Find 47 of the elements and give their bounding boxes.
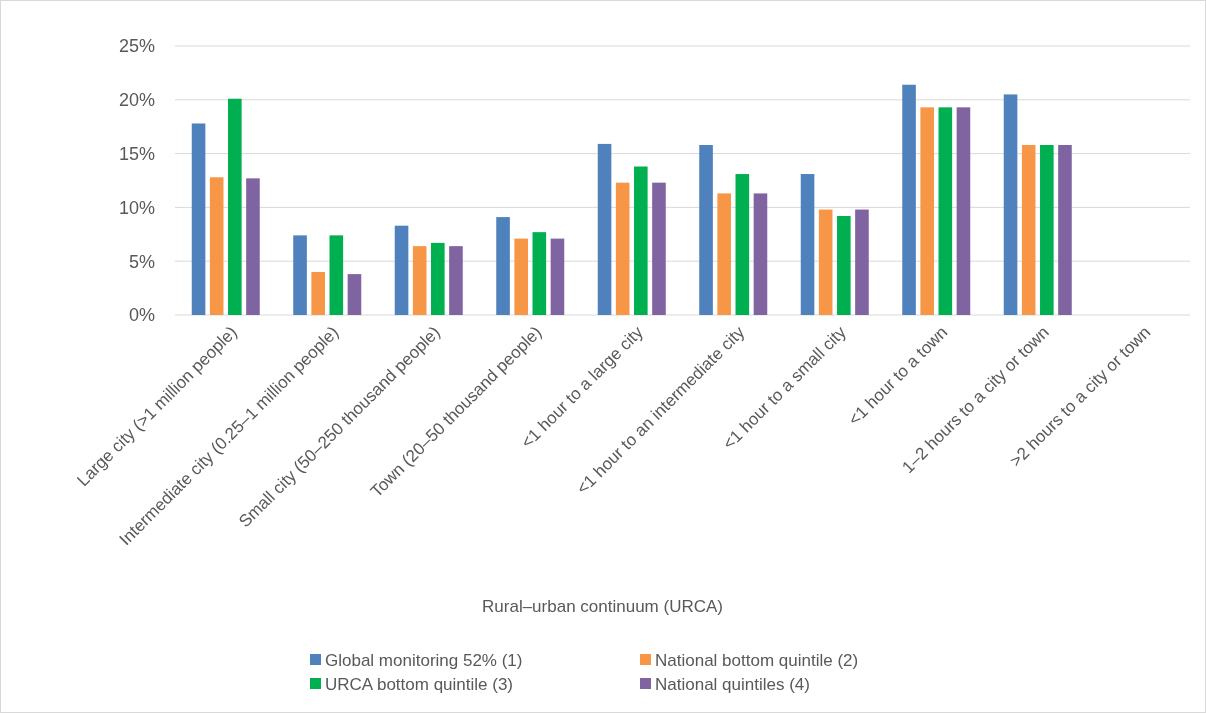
bar xyxy=(431,242,445,315)
bar xyxy=(717,193,731,315)
legend-label: National bottom quintile (2) xyxy=(655,650,859,670)
y-tick-label: 15% xyxy=(118,143,155,164)
y-tick-label: 25% xyxy=(118,36,155,57)
x-axis-title: Rural–urban continuum (URCA) xyxy=(482,597,723,616)
bar xyxy=(496,217,510,315)
bar xyxy=(956,107,971,315)
bar xyxy=(532,232,547,315)
bar xyxy=(902,84,916,315)
bar xyxy=(1021,144,1036,315)
legend-label: URCA bottom quintile (3) xyxy=(325,674,514,694)
bar xyxy=(855,209,869,315)
bar xyxy=(1040,144,1054,315)
bar xyxy=(1058,144,1072,315)
y-tick-label: 10% xyxy=(118,197,155,218)
bar xyxy=(449,246,463,315)
bar xyxy=(597,143,612,315)
bar xyxy=(394,225,409,315)
bar xyxy=(228,98,242,315)
bar xyxy=(347,274,362,315)
bar xyxy=(550,238,565,315)
bar xyxy=(246,178,260,315)
bar xyxy=(699,144,713,315)
y-tick-label: 0% xyxy=(128,305,155,326)
bar xyxy=(191,123,206,315)
bar xyxy=(920,107,934,315)
bar xyxy=(514,238,528,315)
bar xyxy=(311,271,325,315)
bar xyxy=(329,235,344,315)
bar xyxy=(209,177,224,315)
legend-label: National quintiles (4) xyxy=(655,674,810,694)
bar xyxy=(293,235,307,315)
legend-label: Global monitoring 52% (1) xyxy=(325,650,523,670)
bar xyxy=(652,182,666,315)
bar xyxy=(753,193,768,315)
bar xyxy=(1003,94,1018,315)
y-tick-label: 20% xyxy=(118,90,155,111)
y-tick-label: 5% xyxy=(128,251,155,272)
bar xyxy=(837,216,851,315)
bar xyxy=(938,107,953,315)
bar xyxy=(634,166,648,315)
bar xyxy=(735,174,750,315)
bar xyxy=(818,209,833,315)
bar xyxy=(800,174,815,315)
bar xyxy=(615,182,630,315)
bar xyxy=(412,246,427,315)
